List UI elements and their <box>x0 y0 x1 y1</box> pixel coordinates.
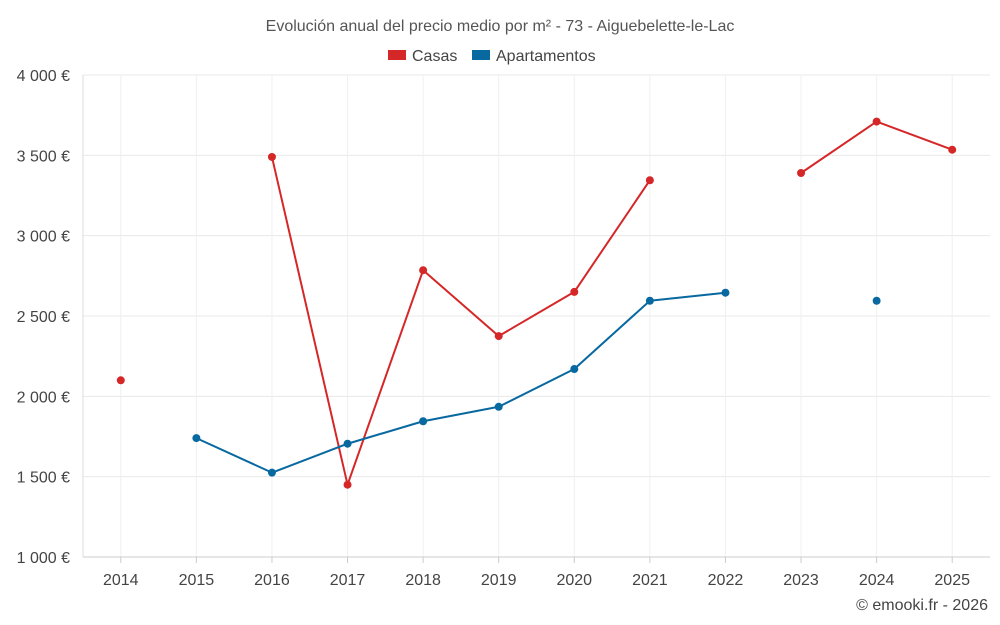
legend: Casas Apartamentos <box>388 48 596 65</box>
x-tick-label: 2018 <box>405 572 441 589</box>
x-tick-label: 2014 <box>103 572 139 589</box>
data-point-apartamentos[interactable] <box>645 296 654 305</box>
x-tick-label: 2024 <box>859 572 895 589</box>
x-tick-label: 2025 <box>934 572 970 589</box>
data-point-casas[interactable] <box>645 176 654 185</box>
series-line-casas <box>270 156 651 486</box>
legend-swatch-casas <box>388 50 406 60</box>
legend-item-casas[interactable]: Casas <box>388 48 457 65</box>
data-point-apartamentos[interactable] <box>267 468 276 477</box>
data-point-apartamentos[interactable] <box>192 434 201 443</box>
data-point-casas[interactable] <box>797 169 806 178</box>
data-point-casas[interactable] <box>116 376 125 385</box>
data-point-casas[interactable] <box>494 332 503 341</box>
data-point-apartamentos[interactable] <box>872 296 881 305</box>
data-point-apartamentos[interactable] <box>343 439 352 448</box>
legend-swatch-apartamentos <box>472 50 490 60</box>
x-tick-label: 2015 <box>179 572 215 589</box>
y-tick-label: 1 500 € <box>17 470 70 487</box>
data-point-apartamentos[interactable] <box>494 402 503 411</box>
series-line-apartamentos <box>195 291 726 474</box>
gridlines <box>83 74 990 558</box>
data-point-casas[interactable] <box>419 266 428 275</box>
x-tick-label: 2021 <box>632 572 668 589</box>
data-point-apartamentos[interactable] <box>721 288 730 297</box>
x-tick-label: 2022 <box>708 572 744 589</box>
data-point-apartamentos[interactable] <box>419 417 428 426</box>
data-point-casas[interactable] <box>267 152 276 161</box>
data-point-casas[interactable] <box>948 145 957 154</box>
y-tick-label: 4 000 € <box>17 68 70 85</box>
y-tick-label: 2 000 € <box>17 389 70 406</box>
x-tick-label: 2017 <box>330 572 366 589</box>
y-tick-label: 1 000 € <box>17 550 70 567</box>
data-point-casas[interactable] <box>872 117 881 126</box>
series-apartamentos <box>192 288 881 477</box>
x-tick-label: 2016 <box>254 572 290 589</box>
legend-label-apartamentos: Apartamentos <box>496 48 596 65</box>
data-point-casas[interactable] <box>343 480 352 489</box>
chart-title: Evolución anual del precio medio por m² … <box>266 18 735 35</box>
x-tick-label: 2023 <box>783 572 819 589</box>
series-casas <box>116 117 957 489</box>
series-layer <box>116 117 957 489</box>
y-tick-label: 2 500 € <box>17 309 70 326</box>
data-point-apartamentos[interactable] <box>570 365 579 374</box>
y-tick-label: 3 000 € <box>17 229 70 246</box>
data-point-casas[interactable] <box>570 287 579 296</box>
legend-item-apartamentos[interactable]: Apartamentos <box>472 48 596 65</box>
legend-label-casas: Casas <box>412 48 457 65</box>
axes: 1 000 € 1 500 € 2 000 € 2 500 € 3 000 € 3 500… <box>17 68 990 589</box>
credit-text: © emooki.fr - 2026 <box>856 597 988 614</box>
x-tick-label: 2019 <box>481 572 517 589</box>
y-tick-label: 3 500 € <box>17 148 70 165</box>
x-tick-label: 2020 <box>556 572 592 589</box>
